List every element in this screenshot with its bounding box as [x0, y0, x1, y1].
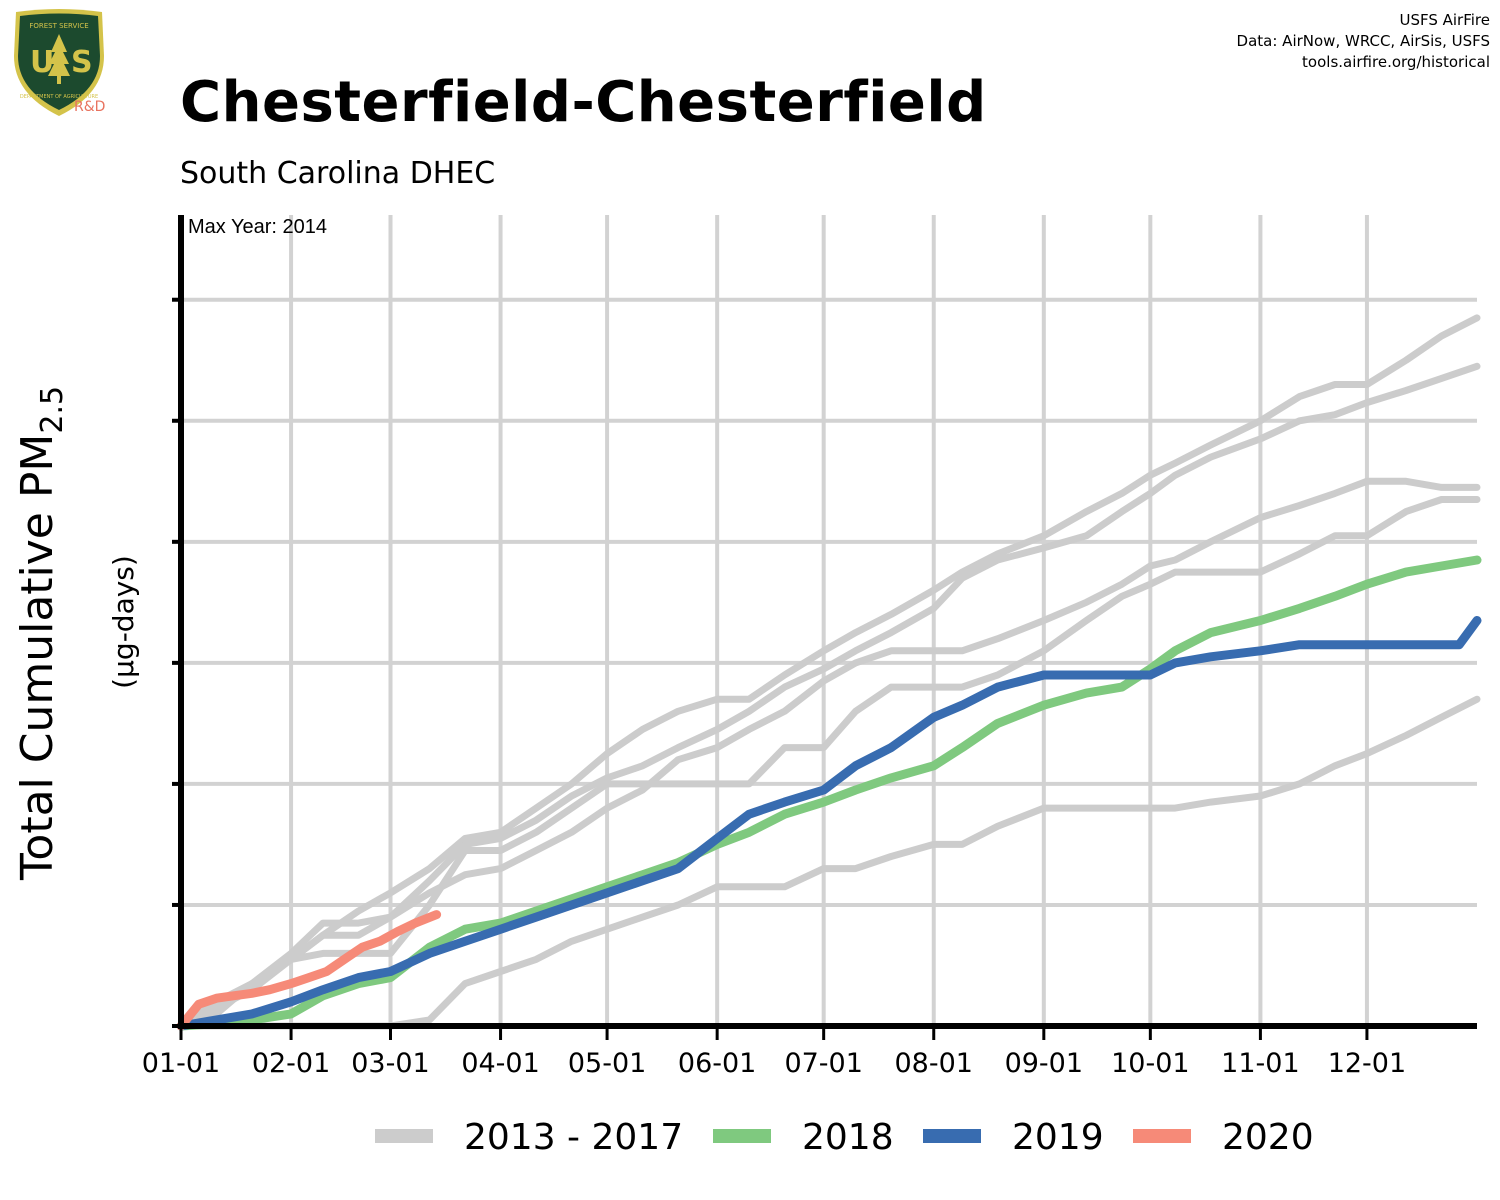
x-tick-label: 04-01	[461, 1048, 539, 1079]
y-axis-label: Total Cumulative PM2.5 (µg-days)	[12, 386, 140, 881]
credits-block: USFS AirFire Data: AirNow, WRCC, AirSis,…	[1237, 10, 1490, 73]
legend-label-2020: 2020	[1222, 1117, 1314, 1158]
legend-label-2018: 2018	[802, 1117, 894, 1158]
series-line-2019	[176, 616, 1482, 1031]
series-line-2018	[176, 555, 1482, 1031]
x-tick-label: 11-01	[1221, 1048, 1299, 1079]
series-layer	[176, 314, 1482, 1031]
y-ticks	[172, 297, 181, 1028]
x-tick-label: 06-01	[678, 1048, 756, 1079]
chart-title: Chesterfield-Chesterfield	[180, 70, 987, 135]
x-tick-label: 07-01	[784, 1048, 862, 1079]
legend-label-history: 2013 - 2017	[464, 1117, 683, 1158]
svg-text:Total Cumulative PM2.5: Total Cumulative PM2.5	[12, 386, 70, 881]
series-line-2013-2017	[177, 314, 1481, 1030]
legend: 2013 - 2017 2018 2019 2020	[375, 1117, 1314, 1158]
x-ticks: 01-01 02-01 03-01 04-01 05-01 06-01 07-01 08-01…	[142, 1026, 1406, 1079]
x-tick-label: 02-01	[252, 1048, 330, 1079]
logo-tree-icon	[48, 34, 70, 84]
x-tick-label: 03-01	[351, 1048, 429, 1079]
x-tick-label: 12-01	[1328, 1048, 1406, 1079]
series-line-2020	[176, 910, 442, 1031]
credit-line: USFS AirFire	[1399, 11, 1490, 29]
max-year-annotation: Max Year: 2014	[188, 216, 327, 238]
series-line-2013-2017	[177, 496, 1481, 1030]
logo-bottom-text: DEPARTMENT OF AGRICULTURE	[20, 94, 98, 100]
credit-line: tools.airfire.org/historical	[1302, 53, 1490, 71]
series-line-2013-2017	[177, 477, 1481, 1030]
legend-label-2019: 2019	[1012, 1117, 1104, 1158]
x-tick-label: 10-01	[1111, 1048, 1189, 1079]
x-tick-label: 09-01	[1005, 1048, 1083, 1079]
x-tick-label: 08-01	[895, 1048, 973, 1079]
credit-line: Data: AirNow, WRCC, AirSis, USFS	[1236, 32, 1490, 50]
chart-subtitle: South Carolina DHEC	[180, 156, 496, 191]
usfs-shield-logo: FOREST SERVICE U S DEPARTMENT OF AGRICUL…	[14, 9, 104, 116]
logo-top-text: FOREST SERVICE	[29, 22, 88, 30]
logo-rd-tag: R&D	[74, 99, 106, 115]
x-tick-label: 01-01	[142, 1048, 220, 1079]
ylabel-subscript: 2.5	[35, 386, 70, 434]
x-tick-label: 05-01	[568, 1048, 646, 1079]
ylabel-main: Total Cumulative PM	[12, 434, 63, 881]
svg-text:S: S	[71, 45, 93, 80]
ylabel-unit: (µg-days)	[107, 555, 140, 689]
